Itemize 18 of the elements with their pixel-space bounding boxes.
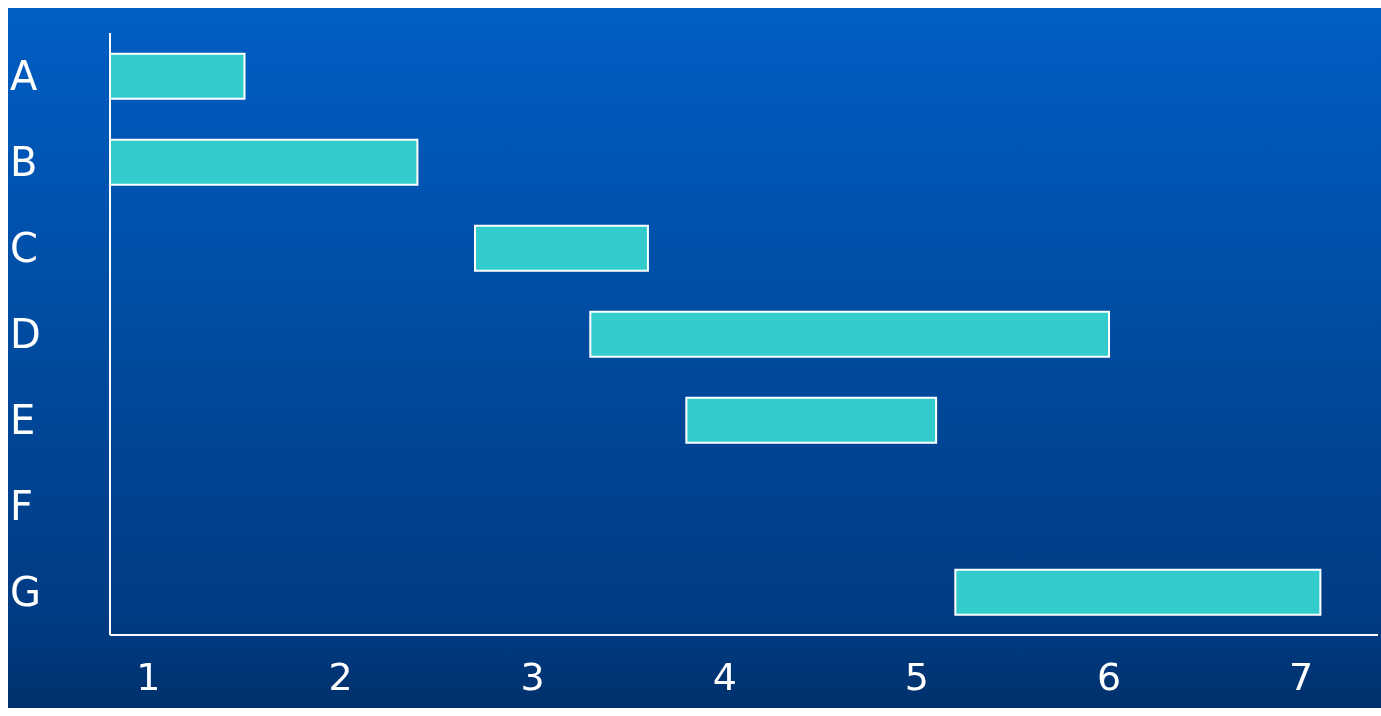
x-tick-label: 4 <box>712 654 737 699</box>
x-tick-label: 6 <box>1096 654 1122 699</box>
y-tick-label: C <box>10 225 38 272</box>
x-tick-label: 2 <box>328 654 353 699</box>
bar <box>685 396 938 444</box>
x-tick-label: 7 <box>1289 654 1314 699</box>
x-tick-label: 3 <box>520 654 545 699</box>
bar <box>474 224 649 272</box>
y-tick-label: A <box>10 53 38 100</box>
bar <box>589 310 1111 358</box>
y-tick-label: B <box>10 139 38 186</box>
y-tick-label: F <box>10 483 34 530</box>
y-tick-label: G <box>10 569 41 616</box>
bar <box>954 568 1322 616</box>
x-tick-label: 1 <box>136 654 161 699</box>
y-tick-label: D <box>10 311 41 358</box>
x-tick-label: 5 <box>904 654 929 699</box>
y-tick-label: E <box>10 397 36 444</box>
